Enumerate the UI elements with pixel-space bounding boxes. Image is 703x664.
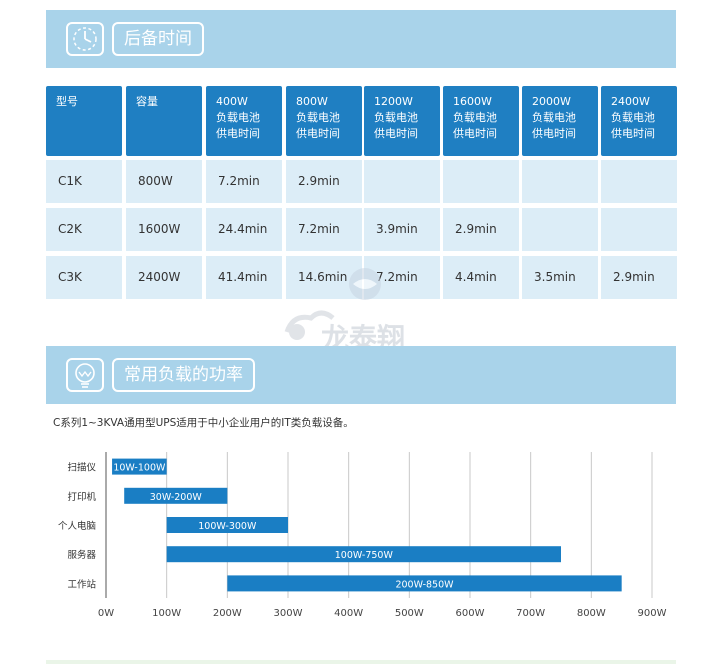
table-cell: 1600W [126,208,202,251]
header-text: 1200W [374,95,413,108]
bar-label: 30W-200W [150,492,203,503]
table-cell: 4.4min [443,256,519,299]
header-text: 负载电池 [611,111,655,124]
header-text: 供电时间 [216,127,260,140]
table-cell: 2400W [126,256,202,299]
bar-label: 10W-100W [113,463,166,474]
bar-label: 100W-750W [335,550,394,561]
table-cell: C3K [46,256,122,299]
table-cell: 7.2min [286,208,362,251]
table-cell [601,160,677,203]
header-text: 400W [216,95,248,108]
common-load-power-banner: 常用负载的功率 [46,346,676,404]
x-tick-label: 200W [213,608,242,619]
category-label: 打印机 [67,491,96,503]
header-text: 2400W [611,95,650,108]
category-label: 工作站 [67,578,96,590]
header-text: 供电时间 [296,127,340,140]
x-tick-label: 500W [395,608,424,619]
backup-time-banner: 后备时间 [46,10,676,68]
header-text: 供电时间 [532,127,576,140]
header-text: 供电时间 [453,127,497,140]
table-cell: C2K [46,208,122,251]
range-bar [124,487,228,504]
header-text: 负载电池 [216,111,260,124]
x-tick-label: 700W [516,608,545,619]
header-text: 2000W [532,95,571,108]
range-bar [166,546,561,563]
table-cell: C1K [46,160,122,203]
brand-watermark: 龙泰翔 [283,262,433,357]
lightbulb-icon [66,358,104,392]
table-cell [443,160,519,203]
table-header-cell: 2000W 负载电池供电时间 [522,86,598,156]
header-text: 负载电池 [296,111,340,124]
header-text: 容量 [136,95,158,108]
table-cell [522,160,598,203]
category-label: 服务器 [67,549,96,561]
table-header-cell: 容量 [126,86,202,156]
table-header-cell: 1200W 负载电池供电时间 [364,86,440,156]
section-title-common-load-power: 常用负载的功率 [112,358,255,392]
header-text: 800W [296,95,328,108]
header-text: 供电时间 [611,127,655,140]
bottom-divider [46,660,676,664]
table-cell: 3.9min [364,208,440,251]
x-tick-label: 300W [274,608,303,619]
header-text: 型号 [56,95,78,108]
section-title-backup-time: 后备时间 [112,22,204,56]
range-bar [166,517,288,533]
header-text: 1600W [453,95,492,108]
clock-icon [66,22,104,56]
category-label: 个人电脑 [58,520,96,532]
table-header-cell: 400W 负载电池供电时间 [206,86,282,156]
table-cell [364,160,440,203]
header-text: 供电时间 [374,127,418,140]
section-caption: C系列1~3KVA通用型UPS适用于中小企业用户的IT类负载设备。 [53,417,354,429]
bar-label: 200W-850W [395,579,454,590]
x-tick-label: 400W [334,608,363,619]
x-tick-label: 900W [638,608,667,619]
x-tick-label: 800W [577,608,606,619]
table-cell: 41.4min [206,256,282,299]
table-cell: 800W [126,160,202,203]
table-cell [601,208,677,251]
table-cell: 24.4min [206,208,282,251]
table-cell: 2.9min [286,160,362,203]
x-tick-label: 600W [456,608,485,619]
table-cell: 2.9min [443,208,519,251]
header-text: 负载电池 [532,111,576,124]
table-cell: 7.2min [206,160,282,203]
table-header-cell: 2400W 负载电池供电时间 [601,86,677,156]
table-header-cell: 1600W 负载电池供电时间 [443,86,519,156]
table-cell: 3.5min [522,256,598,299]
x-tick-label: 0W [98,608,114,619]
table-header-cell: 800W 负载电池供电时间 [286,86,362,156]
range-bar [227,575,622,592]
x-tick-label: 100W [152,608,181,619]
table-cell: 14.6min [286,256,362,299]
table-header-cell: 型号 [46,86,122,156]
header-text: 负载电池 [453,111,497,124]
header-text: 负载电池 [374,111,418,124]
bar-label: 100W-300W [198,521,257,532]
range-bar [112,458,167,475]
category-label: 扫描仪 [67,462,96,474]
table-cell: 2.9min [601,256,677,299]
table-cell [522,208,598,251]
